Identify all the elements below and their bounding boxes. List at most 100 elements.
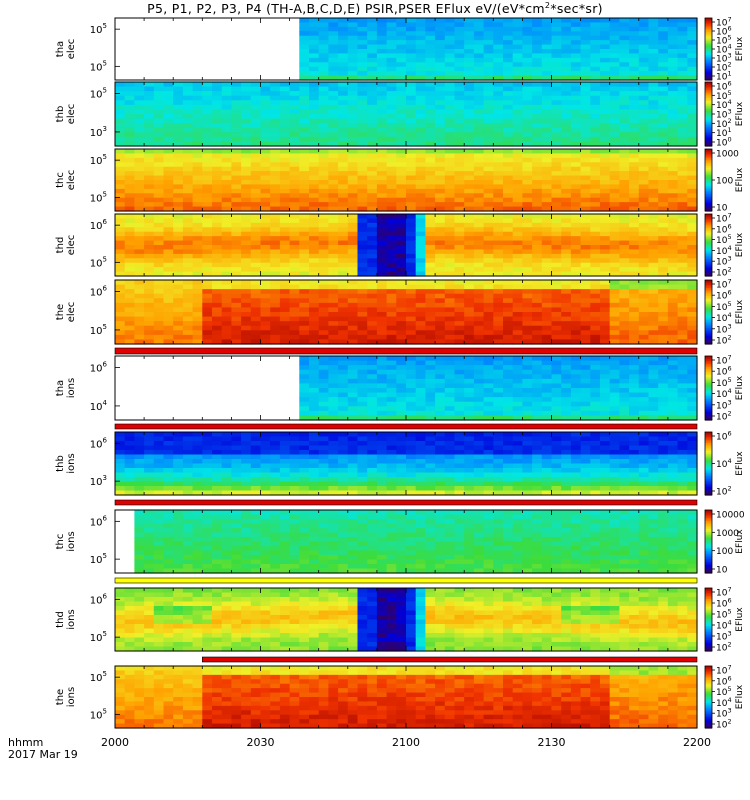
heatmap-cell [318,289,329,295]
heatmap-cell [503,180,514,186]
heatmap-cell [473,312,485,318]
heatmap-cell [658,401,669,407]
heatmap-cell [580,18,591,24]
heatmap-cell [328,202,339,208]
heatmap-cell [638,100,650,106]
heatmap-cell [376,258,388,264]
heatmap-cell [454,197,465,203]
heatmap-cell [241,95,252,101]
heatmap-cell [503,245,514,251]
heatmap-cell [619,356,630,362]
heatmap-cell [115,95,126,101]
heatmap-cell [299,222,310,228]
heatmap-cell [124,123,135,129]
heatmap-cell [483,53,494,59]
y-tick-label: 105 [90,255,107,269]
heatmap-cell [124,132,135,138]
heatmap-cell [406,40,417,46]
heatmap-cell [687,35,698,41]
heatmap-cell [687,267,698,273]
heatmap-cell [299,66,310,72]
heatmap-cell [241,162,252,168]
heatmap-cell [182,193,194,199]
heatmap-cell [454,240,465,246]
heatmap-cell [551,222,562,228]
heatmap-cell [386,316,397,322]
heatmap-cell [163,162,174,168]
heatmap-cell [212,118,223,124]
heatmap-cell [600,222,611,228]
heatmap-cell [580,325,591,331]
heatmap-cell [270,334,281,341]
colorbar-swatch [705,304,712,307]
heatmap-cell [570,293,582,299]
heatmap-cell [667,302,679,309]
heatmap-cell [541,258,553,264]
heatmap-cell [396,188,407,194]
heatmap-cell [367,236,378,242]
heatmap-cell [202,202,213,208]
heatmap-cell [173,227,184,233]
heatmap-cell [629,62,640,68]
heatmap-cell [415,222,426,228]
heatmap-cell [192,284,203,290]
heatmap-cell [600,75,611,81]
heatmap-cell [677,193,688,199]
heatmap-cell [658,35,669,41]
heatmap-cell [415,157,426,163]
heatmap-cell [406,171,417,177]
heatmap-cell [658,236,669,242]
heatmap-cell [600,249,611,255]
heatmap-cell [522,141,533,147]
heatmap-cell [250,258,262,264]
heatmap-cell [241,100,252,106]
heatmap-cell [600,153,611,159]
heatmap-cell [386,82,397,88]
heatmap-cell [347,227,359,233]
y-tick-label: 105 [90,323,107,337]
heatmap-cell [483,136,494,143]
heatmap-cell [493,401,504,407]
heatmap-cell [279,82,291,88]
heatmap-cell [144,330,155,336]
heatmap-cell [396,253,407,259]
heatmap-cell [648,35,659,41]
heatmap-cell [648,114,659,120]
heatmap-cell [182,321,194,327]
heatmap-cell [435,307,446,313]
heatmap-cell [435,18,446,24]
heatmap-cell [619,44,630,50]
heatmap-cell [318,401,329,407]
heatmap-cell [144,136,155,143]
heatmap-cell [260,271,271,277]
colorbar-swatch [705,153,712,156]
heatmap-cell [328,388,339,394]
heatmap-cell [503,86,514,92]
heatmap-cell [512,339,523,345]
heatmap-cell [493,153,504,159]
colorbar-swatch [705,47,712,50]
heatmap-cell [590,365,601,371]
heatmap-cell [580,95,591,101]
heatmap-cell [221,104,232,111]
heatmap-cell [580,218,591,224]
heatmap-cell [134,171,145,177]
colorbar-swatch [705,106,712,109]
heatmap-cell [124,104,135,111]
heatmap-cell [260,258,271,264]
heatmap-cell [590,109,601,115]
heatmap-cell [580,75,591,81]
heatmap-cell [289,307,300,313]
heatmap-cell [609,374,620,380]
heatmap-cell [619,104,630,111]
heatmap-cell [212,132,223,138]
heatmap-cell [202,312,213,318]
heatmap-cell [464,91,475,97]
heatmap-cell [163,136,174,143]
heatmap-cell [619,62,630,68]
heatmap-cell [347,271,359,277]
heatmap-cell [250,253,262,259]
heatmap-cell [600,66,611,72]
heatmap-cell [561,53,572,59]
colorbar-swatch [705,118,712,121]
